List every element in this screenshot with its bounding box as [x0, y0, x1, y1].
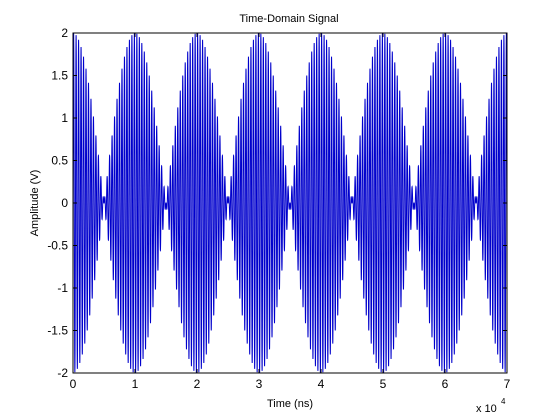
x-axis-exponent-base: x 10 — [476, 403, 497, 415]
x-tick-label: 3 — [256, 377, 263, 391]
x-axis-label: Time (ns) — [267, 398, 313, 410]
x-tick-label: 5 — [380, 377, 387, 391]
signal-series — [72, 33, 508, 373]
y-tick-label: -2 — [57, 366, 68, 380]
x-tick-label: 6 — [442, 377, 449, 391]
x-axis-ticks: 0 1 2 3 4 5 6 7 — [70, 33, 511, 391]
y-axis-ticks: -2 -1.5 -1 -0.5 0 0.5 1 1.5 2 — [47, 26, 507, 380]
x-tick-label: 4 — [318, 377, 325, 391]
x-tick-label: 7 — [504, 377, 511, 391]
chart-title: Time-Domain Signal — [239, 13, 338, 25]
y-tick-label: 2 — [61, 26, 68, 40]
y-tick-label: -1 — [57, 281, 68, 295]
signal-line — [72, 33, 508, 373]
y-tick-label: 0 — [61, 196, 68, 210]
x-axis-exponent-power: 4 — [501, 397, 506, 406]
y-tick-label: 0.5 — [51, 154, 68, 168]
x-tick-label: 1 — [132, 377, 139, 391]
x-tick-label: 0 — [70, 377, 77, 391]
y-tick-label: 1 — [61, 111, 68, 125]
y-tick-label: 1.5 — [51, 69, 68, 83]
y-tick-label: -0.5 — [47, 239, 68, 253]
y-tick-label: -1.5 — [47, 324, 68, 338]
x-tick-label: 2 — [194, 377, 201, 391]
y-axis-label: Amplitude (V) — [29, 170, 41, 237]
